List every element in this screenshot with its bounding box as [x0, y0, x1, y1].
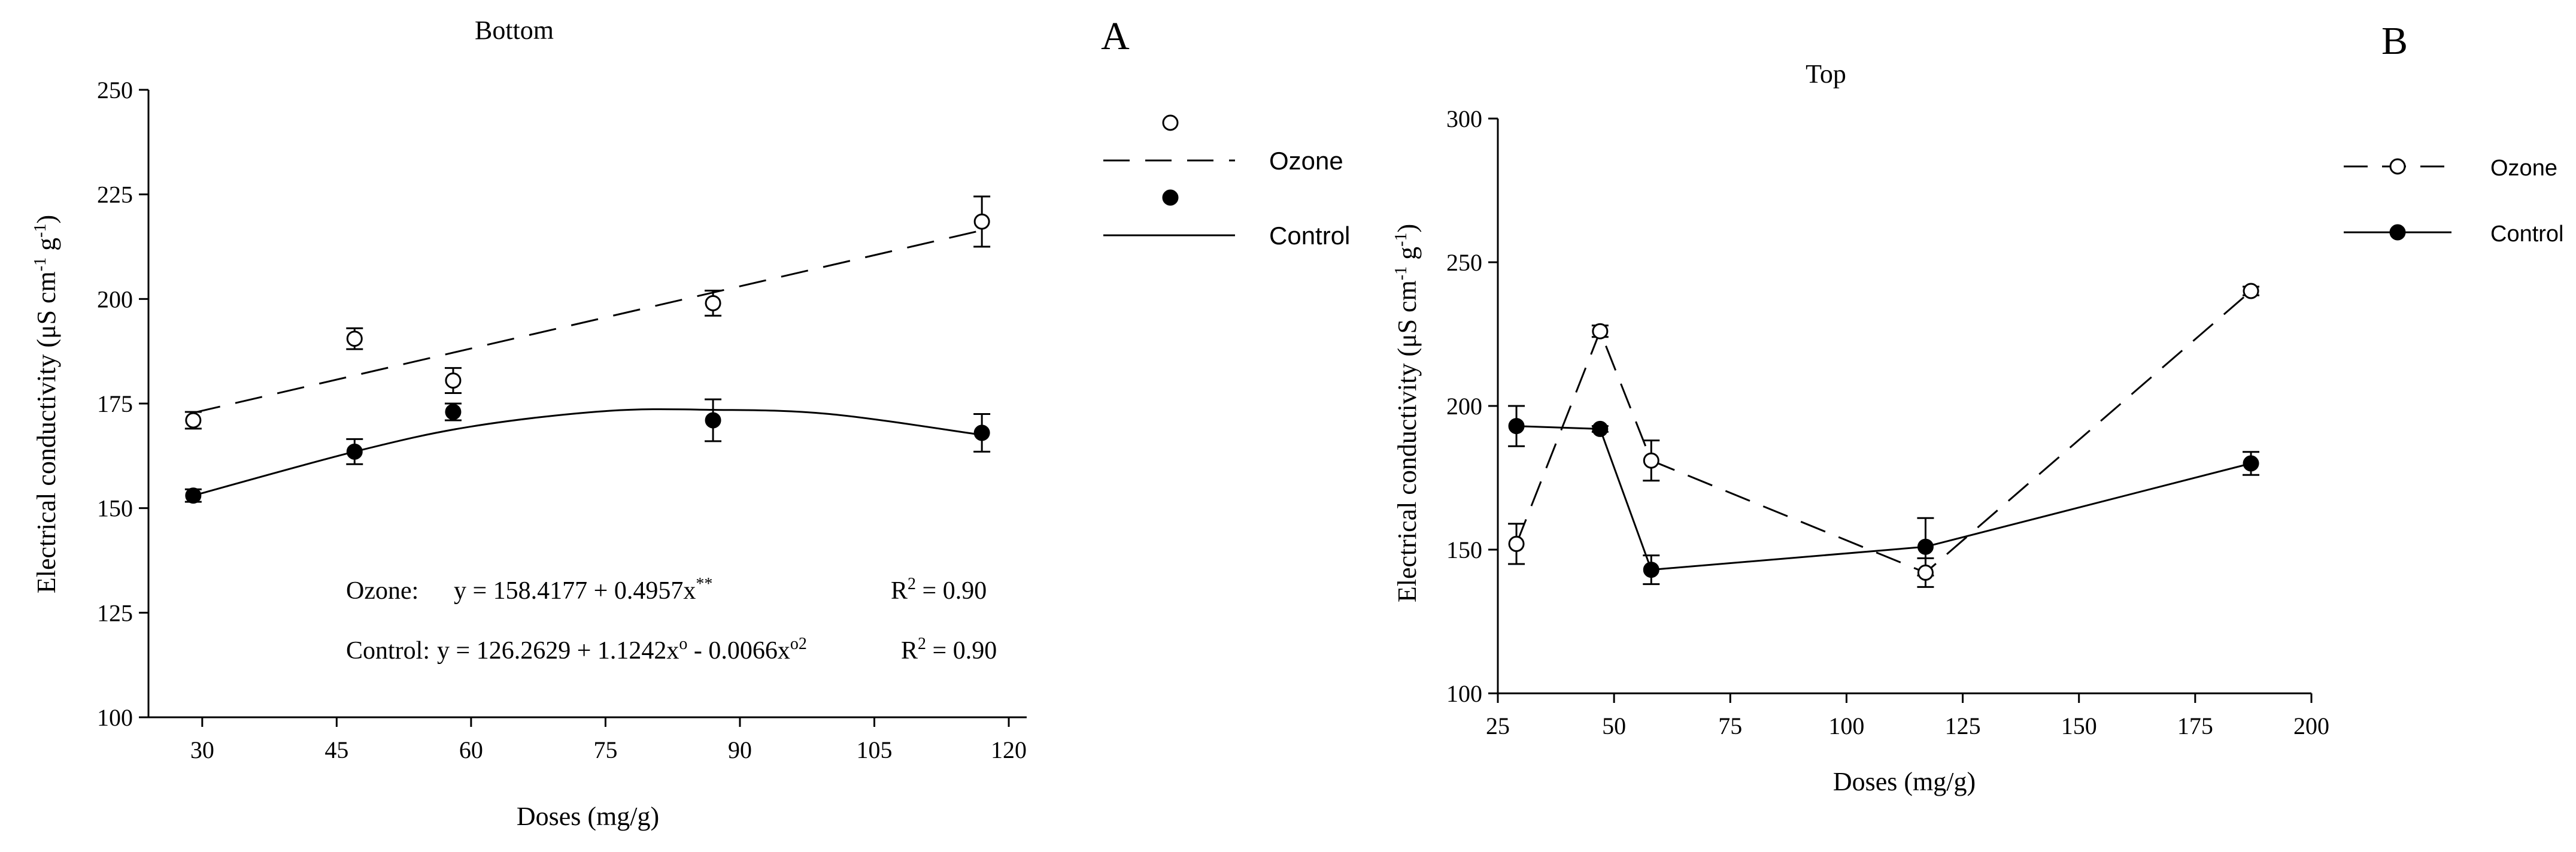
panel-a-y-tick-label-5: 225: [97, 181, 133, 208]
ozone-r2: R2 = 0.90: [891, 575, 987, 605]
panel-b-x-tick-label-6: 175: [2177, 712, 2213, 739]
panel-a-ozone-point-3: [705, 295, 721, 311]
ozone-equation: Ozone:: [346, 577, 418, 605]
panel-a-control-point-1: [346, 443, 363, 460]
panel-b-control-point-0: [1508, 418, 1525, 435]
panel-a: Bottom A 30 45 60 75 90 105 120 100 125 150 175 200…: [31, 14, 1350, 831]
panel-a-ticks: 30 45 60 75 90 105 120 100 125 150 175 200 225 250: [97, 77, 1027, 763]
panel-b-y-tick-label-0: 100: [1446, 680, 1482, 707]
panel-a-control-point-0: [185, 487, 202, 504]
panel-a-control-point-4: [973, 425, 990, 441]
panel-a-x-axis-label: Doses (mg/g): [517, 802, 659, 831]
panel-a-ozone-line: [193, 229, 982, 414]
panel-a-x-tick-label-1: 45: [324, 736, 348, 763]
panel-a-legend: Ozone Control: [1103, 114, 1350, 250]
control-r2: R2 = 0.90: [901, 635, 997, 665]
legend-a-control-label: Control: [1269, 222, 1350, 250]
panel-b-control-point-4: [2243, 455, 2259, 472]
panel-b-y-axis-label: Electrical conductivity (μS cm-1 g-1): [1392, 224, 1422, 602]
panel-a-label: A: [1101, 14, 1130, 58]
panel-a-y-tick-label-6: 250: [97, 77, 133, 104]
panel-a-y-axis-label: Electrical conductivity (μS cm-1 g-1): [31, 215, 61, 593]
panel-b-y-tick-label-4: 300: [1446, 105, 1482, 132]
legend-a-control-marker: [1162, 189, 1179, 206]
panel-b-title: Top: [1806, 59, 1846, 89]
panel-b-x-tick-label-2: 75: [1718, 712, 1742, 739]
panel-a-y-tick-label-2: 150: [97, 495, 133, 522]
panel-b-ozone-point-3: [1917, 564, 1934, 581]
panel-b-x-axis-label: Doses (mg/g): [1833, 767, 1976, 796]
panel-b-y-tick-label-2: 200: [1446, 393, 1482, 420]
panel-a-title: Bottom: [475, 16, 554, 45]
panel-b-x-tick-label-4: 125: [1945, 712, 1981, 739]
panel-a-ozone-point-4: [973, 213, 990, 230]
panel-b-ozone-point-1: [1592, 323, 1609, 339]
panel-b-x-tick-label-3: 100: [1828, 712, 1864, 739]
panel-b-ozone-point-4: [2243, 283, 2259, 299]
panel-b-ticks: 25 50 75 100 125 150 175 200 100 150 200 250 300: [1446, 105, 2329, 739]
panel-a-x-tick-label-4: 90: [728, 736, 752, 763]
panel-b-control-point-2: [1643, 562, 1659, 578]
panel-b-x-tick-label-0: 25: [1486, 712, 1510, 739]
panel-b: Top B 25 50 75 100 125 150 175 200 100 150 200 250 3…: [1392, 19, 2564, 796]
panel-b-y-tick-label-3: 250: [1446, 249, 1482, 276]
panel-b-y-tick-label-1: 150: [1446, 536, 1482, 563]
panel-b-points: [1508, 283, 2259, 581]
panel-b-x-tick-label-5: 150: [2061, 712, 2097, 739]
panel-a-control-point-3: [705, 412, 721, 429]
panel-b-ozone-point-2: [1643, 452, 1659, 469]
ozone-equation-formula: y = 158.4177 + 0.4957x**: [454, 575, 712, 605]
control-equation: Control: y = 126.2629 + 1.1242xo - 0.0066…: [346, 635, 807, 665]
panel-b-x-tick-label-7: 200: [2293, 712, 2329, 739]
legend-b-ozone-marker: [2389, 158, 2406, 175]
legend-b-control-label: Control: [2490, 222, 2564, 247]
panel-a-x-tick-label-6: 120: [991, 736, 1027, 763]
panel-b-ozone-point-0: [1508, 535, 1525, 552]
panel-a-x-tick-label-5: 105: [857, 736, 893, 763]
legend-b-ozone-label: Ozone: [2490, 156, 2557, 181]
panel-a-y-tick-label-1: 125: [97, 599, 133, 626]
panel-b-label: B: [2381, 19, 2408, 63]
panel-a-ozone-point-0: [185, 412, 202, 429]
panel-a-ozone-point-1: [346, 331, 363, 347]
panel-a-x-tick-label-0: 30: [190, 736, 214, 763]
legend-a-ozone-marker: [1162, 114, 1179, 131]
panel-a-x-tick-label-3: 75: [593, 736, 617, 763]
panel-b-x-tick-label-1: 50: [1602, 712, 1626, 739]
legend-b-control-marker: [2389, 224, 2406, 241]
panel-a-ozone-point-2: [445, 372, 462, 389]
panel-a-x-tick-label-2: 60: [459, 736, 483, 763]
panel-a-y-tick-label-3: 175: [97, 390, 133, 417]
panel-a-points: [185, 213, 990, 504]
panel-a-y-tick-label-0: 100: [97, 704, 133, 731]
panel-b-control-point-1: [1592, 420, 1609, 437]
panel-a-control-point-2: [445, 404, 462, 420]
panel-b-control-point-3: [1917, 538, 1934, 555]
panel-a-y-tick-label-4: 200: [97, 286, 133, 313]
legend-a-ozone-label: Ozone: [1269, 147, 1343, 175]
panel-b-legend: Ozone Control: [2344, 156, 2564, 247]
